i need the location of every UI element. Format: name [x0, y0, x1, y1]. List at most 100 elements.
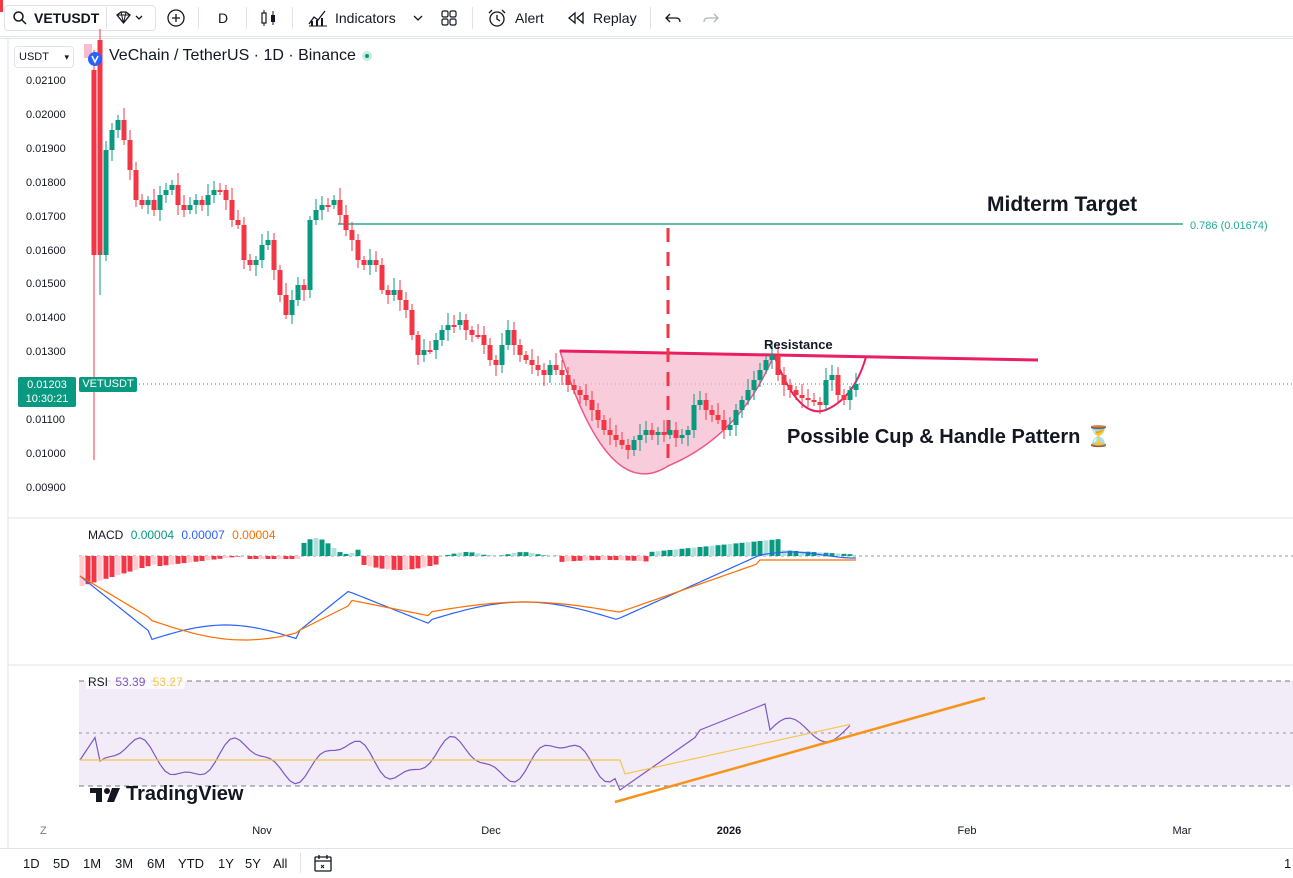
- range-button-1y[interactable]: 1Y: [218, 856, 234, 871]
- candle-body: [614, 435, 619, 440]
- macd-histogram-bar: [758, 541, 763, 556]
- candle-body: [716, 415, 721, 420]
- candle-body: [800, 395, 805, 398]
- range-button-3m[interactable]: 3M: [115, 856, 133, 871]
- candle-body: [524, 355, 529, 360]
- macd-legend[interactable]: MACD 0.00004 0.00007 0.00004: [88, 528, 276, 542]
- macd-line: [80, 552, 856, 639]
- macd-histogram-bar: [284, 556, 289, 559]
- range-button-1d[interactable]: 1D: [23, 856, 40, 871]
- macd-histogram-bar: [206, 556, 211, 560]
- macd-histogram-bar: [668, 550, 673, 556]
- candle-body: [788, 385, 793, 390]
- candle-body: [686, 430, 691, 435]
- bar-countdown: 10:30:21: [18, 392, 76, 406]
- candle-body: [482, 335, 487, 345]
- candle-body: [842, 395, 847, 400]
- candle-body: [740, 400, 745, 410]
- macd-histogram-bar: [326, 543, 331, 556]
- macd-histogram-bar: [230, 556, 235, 557]
- range-button-all[interactable]: All: [273, 856, 287, 871]
- candle-body: [446, 325, 451, 330]
- candle-body: [602, 420, 607, 430]
- price-tick: 0.01600: [26, 245, 66, 257]
- currency-select[interactable]: USDT ▾: [14, 46, 74, 68]
- date-range-calendar-icon[interactable]: [313, 853, 333, 878]
- currency-label: USDT: [19, 51, 49, 63]
- macd-histogram-bar: [182, 556, 187, 563]
- candle-body: [734, 410, 739, 425]
- macd-histogram-bar: [308, 539, 313, 556]
- candle-body: [728, 425, 733, 430]
- rsi-legend[interactable]: RSI 53.39 53.27: [86, 675, 185, 689]
- candle-body: [182, 205, 187, 210]
- macd-histogram-bar: [374, 556, 379, 568]
- macd-histogram-bar: [698, 547, 703, 556]
- macd-histogram-bar: [248, 556, 253, 559]
- candle-body: [554, 365, 559, 370]
- macd-value-macd: 0.00007: [181, 528, 224, 542]
- candle-body: [380, 265, 385, 290]
- macd-histogram-bar: [704, 546, 709, 556]
- macd-histogram-bar: [410, 556, 415, 569]
- candle-body: [194, 200, 199, 205]
- candle-body: [464, 320, 469, 330]
- tradingview-logo-icon: [90, 786, 124, 804]
- market-status-icon[interactable]: [362, 51, 372, 61]
- time-tick: Dec: [481, 825, 501, 837]
- tradingview-watermark[interactable]: TradingView: [90, 783, 243, 806]
- candle-body: [404, 300, 409, 310]
- macd-histogram-bar: [452, 554, 457, 556]
- time-tick: Feb: [958, 825, 977, 837]
- candle-body: [452, 325, 457, 327]
- macd-histogram-bar: [476, 553, 481, 556]
- candle-body: [152, 200, 157, 210]
- candle-body: [812, 400, 817, 402]
- macd-histogram-bar: [512, 553, 517, 556]
- candle-body: [230, 200, 235, 220]
- macd-histogram-bar: [176, 556, 181, 564]
- candle-body: [356, 240, 361, 260]
- range-button-5y[interactable]: 5Y: [245, 856, 261, 871]
- candle-body: [410, 310, 415, 335]
- price-tick: 0.00900: [26, 482, 66, 494]
- candle-body: [500, 345, 505, 365]
- range-button-ytd[interactable]: YTD: [178, 856, 204, 871]
- candle-body: [320, 205, 325, 210]
- range-button-5d[interactable]: 5D: [53, 856, 70, 871]
- macd-histogram-bar: [728, 544, 733, 556]
- candle-body: [662, 432, 667, 435]
- candle-body: [578, 390, 583, 395]
- candle-body: [458, 320, 463, 325]
- candle-body: [548, 365, 553, 375]
- macd-histogram-bar: [602, 556, 607, 560]
- candle-body: [386, 290, 391, 295]
- macd-histogram-bar: [458, 553, 463, 556]
- macd-histogram-bar: [170, 556, 175, 565]
- macd-histogram-bar: [164, 556, 169, 565]
- candle-body: [836, 375, 841, 395]
- macd-histogram-bar: [314, 538, 319, 556]
- macd-histogram-bar: [362, 556, 367, 565]
- range-button-6m[interactable]: 6M: [147, 856, 165, 871]
- candle-body: [596, 410, 601, 420]
- macd-histogram-bar: [134, 556, 139, 570]
- price-tick: 0.01100: [26, 414, 65, 426]
- candle-body: [746, 390, 751, 400]
- time-tick: 2026: [717, 825, 741, 837]
- macd-value-signal: 0.00004: [232, 528, 275, 542]
- range-button-1m[interactable]: 1M: [83, 856, 101, 871]
- candle-body: [314, 210, 319, 220]
- macd-histogram-bar: [398, 556, 403, 570]
- candle-body: [584, 395, 589, 400]
- price-tick: 0.01700: [26, 211, 66, 223]
- macd-histogram-bar: [662, 551, 667, 556]
- macd-histogram-bar: [338, 552, 343, 556]
- price-tick: 0.01400: [26, 312, 66, 324]
- candle-body: [260, 245, 265, 260]
- candle-body: [530, 360, 535, 365]
- macd-histogram: [80, 538, 853, 586]
- price-axis[interactable]: 0.021000.020000.019000.018000.017000.016…: [26, 75, 66, 494]
